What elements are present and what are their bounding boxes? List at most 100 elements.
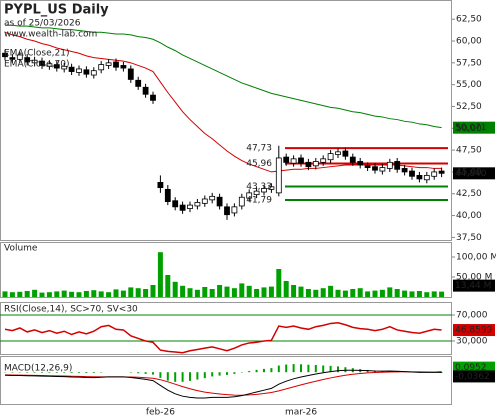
candle-body bbox=[135, 79, 142, 87]
candle-body bbox=[113, 61, 119, 68]
candle-body bbox=[172, 200, 179, 208]
histogram-bar bbox=[440, 372, 443, 373]
candle-body bbox=[127, 68, 134, 80]
level-label: 41,79 bbox=[246, 195, 272, 205]
candle-body bbox=[120, 65, 127, 69]
volume-bar bbox=[180, 285, 186, 297]
histogram-bar bbox=[41, 372, 43, 373]
histogram-bar bbox=[159, 372, 162, 378]
histogram-bar bbox=[63, 372, 66, 373]
volume-bar bbox=[202, 287, 208, 297]
watermark: www.wealth-lab.com bbox=[4, 30, 97, 40]
histogram-bar bbox=[263, 368, 265, 373]
histogram-bar bbox=[329, 365, 332, 373]
volume-bar bbox=[83, 291, 89, 297]
volume-bar bbox=[276, 269, 282, 297]
volume-bar bbox=[268, 286, 274, 297]
volume-bar bbox=[394, 289, 400, 297]
ema-line bbox=[4, 31, 442, 173]
volume-bar bbox=[217, 285, 223, 297]
histogram-bar bbox=[196, 372, 199, 380]
panel-frame bbox=[0, 242, 452, 298]
volume-bar bbox=[98, 291, 104, 297]
volume-bar bbox=[320, 288, 326, 297]
y-tick-label: 55,00 bbox=[456, 80, 482, 90]
candle-body bbox=[150, 94, 156, 101]
volume-bar bbox=[283, 281, 289, 297]
candle-body bbox=[187, 204, 193, 209]
candle-body bbox=[46, 63, 53, 67]
candle-body bbox=[194, 202, 201, 207]
volume-bar bbox=[350, 289, 356, 297]
panel-title: MACD(12,26,9) bbox=[4, 364, 72, 374]
candle-body bbox=[431, 171, 438, 177]
volume-bar bbox=[187, 288, 193, 297]
last-value-label: 44,840 bbox=[455, 169, 487, 179]
level-label: 43,33 bbox=[246, 182, 272, 192]
histogram-bar bbox=[314, 365, 317, 373]
histogram-bar bbox=[144, 372, 147, 374]
y-tick-label: 45,00 bbox=[456, 167, 482, 177]
histogram-bar bbox=[55, 372, 58, 373]
histogram-bar bbox=[70, 372, 73, 373]
candle-body bbox=[164, 188, 171, 203]
histogram-bar bbox=[189, 372, 191, 381]
volume-bar bbox=[113, 289, 119, 297]
chart-subtitle: as of 25/03/2026 bbox=[4, 19, 81, 29]
histogram-bar bbox=[33, 372, 36, 373]
y-tick-label: 50,00 M bbox=[456, 273, 492, 283]
candle-body bbox=[61, 65, 68, 70]
histogram-bar bbox=[270, 368, 273, 373]
y-tick-label: 57,50 bbox=[456, 58, 482, 68]
volume-bar bbox=[120, 290, 126, 297]
y-tick-label: 30,000 bbox=[456, 337, 488, 347]
candle-body bbox=[357, 161, 364, 166]
legend-entry: EMA(Close,21) bbox=[4, 49, 69, 59]
volume-bar bbox=[17, 291, 23, 297]
volume-bar bbox=[239, 283, 245, 297]
panel-frame bbox=[0, 0, 452, 241]
volume-bar bbox=[61, 290, 67, 297]
histogram-bar bbox=[174, 372, 177, 382]
histogram-bar bbox=[233, 372, 236, 374]
legend-entry: EMA(Close,70) bbox=[4, 60, 69, 70]
panel-frame bbox=[0, 356, 452, 405]
rsi-line bbox=[4, 322, 442, 354]
candle-body bbox=[290, 158, 297, 164]
signal-line bbox=[4, 371, 442, 396]
candle-body bbox=[416, 175, 423, 180]
candle-body bbox=[238, 196, 245, 207]
histogram-bar bbox=[92, 372, 95, 373]
x-tick-label: mar-26 bbox=[285, 408, 317, 418]
histogram-bar bbox=[248, 371, 251, 373]
candle-body bbox=[312, 161, 319, 167]
volume-bar bbox=[24, 291, 30, 297]
histogram-bar bbox=[226, 372, 228, 375]
histogram-bar bbox=[26, 372, 29, 373]
volume-bar bbox=[372, 290, 378, 297]
candle-body bbox=[2, 52, 8, 58]
y-tick-label: 70,000 bbox=[456, 311, 488, 321]
histogram-bar bbox=[277, 365, 280, 373]
volume-bar bbox=[32, 289, 38, 297]
candle-body bbox=[305, 161, 312, 168]
histogram-bar bbox=[292, 364, 295, 373]
x-tick-label: feb-26 bbox=[146, 408, 175, 418]
volume-bar bbox=[69, 291, 75, 297]
candle-body bbox=[179, 204, 186, 211]
candle-body bbox=[261, 188, 267, 193]
panel-frame bbox=[0, 302, 452, 355]
histogram-bar bbox=[218, 372, 221, 376]
histogram-bar bbox=[203, 372, 206, 379]
last-value-label: 0,0952 bbox=[455, 363, 487, 373]
histogram-bar bbox=[48, 372, 51, 373]
candle-body bbox=[423, 175, 430, 181]
candle-body bbox=[209, 195, 216, 201]
histogram-bar bbox=[137, 372, 140, 374]
last-value-label: 13,44 M bbox=[455, 281, 491, 291]
volume-bar bbox=[39, 292, 45, 297]
volume-bar bbox=[357, 288, 363, 297]
volume-bar bbox=[424, 292, 430, 297]
volume-bar bbox=[261, 287, 267, 297]
histogram-bar bbox=[300, 364, 302, 373]
